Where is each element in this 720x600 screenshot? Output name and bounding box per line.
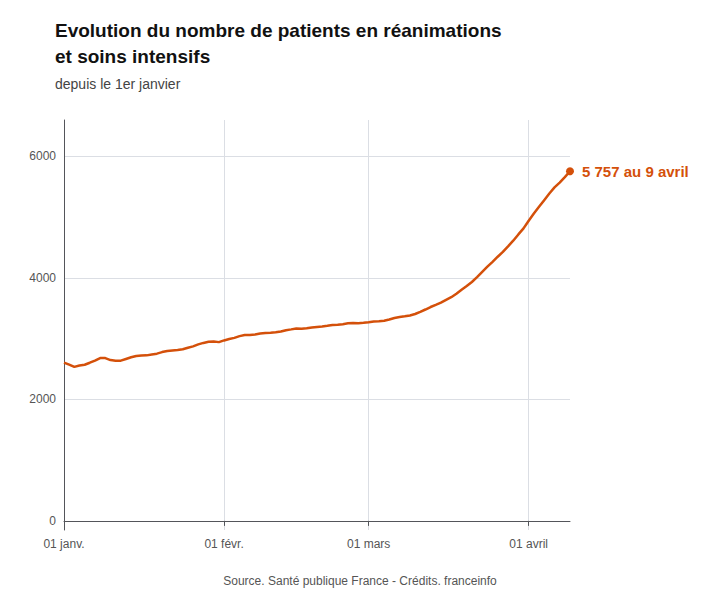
svg-text:6000: 6000	[29, 149, 56, 163]
svg-text:01 avril: 01 avril	[509, 537, 548, 551]
svg-text:0: 0	[49, 514, 56, 528]
svg-text:4000: 4000	[29, 271, 56, 285]
svg-text:5 757 au 9 avril: 5 757 au 9 avril	[582, 163, 689, 180]
svg-text:01 janv.: 01 janv.	[43, 537, 84, 551]
svg-text:Source. Santé publique France: Source. Santé publique France - Crédits.…	[223, 574, 497, 588]
svg-text:01 mars: 01 mars	[347, 537, 390, 551]
svg-text:depuis le 1er janvier: depuis le 1er janvier	[55, 76, 181, 92]
svg-text:01 févr.: 01 févr.	[204, 537, 243, 551]
svg-text:et soins intensifs: et soins intensifs	[55, 46, 210, 67]
svg-text:Evolution du nombre de patient: Evolution du nombre de patients en réani…	[55, 20, 502, 41]
svg-text:2000: 2000	[29, 392, 56, 406]
